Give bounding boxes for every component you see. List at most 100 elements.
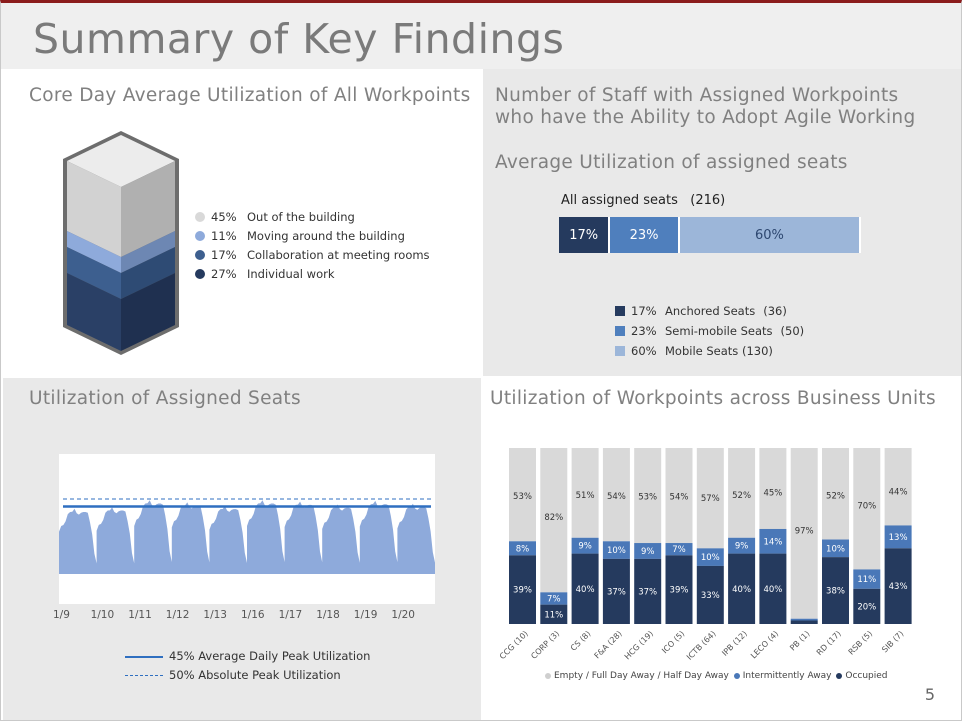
page-number: 5 [924, 685, 935, 704]
bar-segment-occupied [790, 620, 818, 624]
core-day-title: Core Day Average Utilization of All Work… [29, 85, 471, 106]
bar-segment-occupied [853, 588, 881, 624]
staff-legend-item: 23% Semi-mobile Seats (50) [615, 324, 804, 338]
legend-abs-peak-text: 50% Absolute Peak Utilization [169, 668, 341, 682]
bar-segment-occupied [509, 555, 536, 624]
solid-line-swatch [125, 655, 163, 658]
occupied-value-label: 43% [889, 582, 908, 592]
bar-segment-intermittent [571, 537, 599, 554]
legend-abs-peak: 50% Absolute Peak Utilization [125, 668, 341, 682]
empty-value-label: 52% [732, 491, 751, 501]
intermittent-value-label: 7% [547, 594, 561, 604]
bar-segment-occupied [884, 548, 912, 624]
bar-segment-empty [884, 448, 912, 526]
title-bar: Summary of Key Findings [1, 3, 961, 69]
page-title: Summary of Key Findings [33, 15, 565, 63]
category-label: CCG (10) [498, 629, 530, 661]
assigned-seats-stacked-bar: 17% 23% 60% [559, 217, 861, 253]
staff-legend-count: (36) [763, 304, 787, 318]
core-legend-item: 11% Moving around the building [195, 229, 405, 243]
bar-segment-intermittent [759, 528, 787, 554]
assigned-util-title: Utilization of Assigned Seats [29, 388, 301, 409]
intermittent-value-label: 10% [826, 544, 845, 554]
staff-title-line1: Number of Staff with Assigned Workpoints [495, 85, 899, 106]
occupied-value-label: 39% [513, 586, 532, 596]
empty-value-label: 52% [826, 492, 845, 502]
bar-segment-intermittent [790, 618, 818, 621]
staff-legend-label: Anchored Seats [665, 304, 756, 318]
staff-legend-pct: 17% [631, 304, 657, 318]
panel-core-day: Core Day Average Utilization of All Work… [3, 69, 481, 376]
bar-segment-empty [571, 448, 599, 538]
bar-segment-intermittent [602, 541, 630, 559]
empty-value-label: 70% [857, 502, 876, 512]
category-label: HCG (19) [623, 629, 655, 661]
occupied-value-label: 40% [732, 585, 751, 595]
core-legend-item: 27% Individual work [195, 267, 335, 281]
x-tick-label: 1/10 [90, 609, 115, 621]
category-label: ICO (5) [660, 629, 686, 655]
legend-square-icon [615, 326, 625, 336]
bar-segment-intermittent [509, 541, 536, 556]
bar-segment-occupied [602, 558, 630, 624]
intermittent-value-label: 13% [889, 533, 908, 543]
empty-value-label: 44% [889, 488, 908, 498]
x-tick-label: 1/17 [278, 609, 303, 621]
occupied-value-label: 37% [638, 587, 657, 597]
empty-value-label: 45% [763, 489, 782, 499]
occupied-value-label: 11% [544, 610, 563, 620]
stack-bar-total: (216) [690, 193, 726, 208]
bar-segment-intermittent [540, 592, 568, 605]
occupied-value-label: 40% [576, 585, 595, 595]
occupied-value-label: 38% [826, 587, 845, 597]
category-label: RD (17) [815, 629, 843, 657]
category-label: IPB (12) [720, 629, 749, 658]
category-label: F&A (28) [593, 629, 624, 660]
panel-assigned-util: Utilization of Assigned Seats 1/9 1/10 1/1… [3, 378, 481, 720]
legend-dot-icon [195, 250, 205, 260]
bar-segment-empty [602, 448, 630, 542]
bar-segment-occupied [665, 555, 693, 624]
cube-out-of-building-left [67, 161, 121, 257]
business-units-title: Utilization of Workpoints across Busines… [490, 388, 936, 409]
empty-value-label: 54% [607, 492, 626, 502]
core-legend-label: Out of the building [247, 210, 355, 224]
staff-legend-item: 60% Mobile Seats (130) [615, 344, 773, 358]
staff-legend-pct: 60% [631, 344, 657, 358]
core-legend-pct: 17% [211, 248, 237, 262]
core-legend-pct: 11% [211, 229, 237, 243]
stack-bar-label: All assigned seats (216) [561, 193, 725, 208]
bar-segment-empty [634, 448, 662, 544]
x-tick-label: 1/18 [316, 609, 340, 621]
core-legend-label: Collaboration at meeting rooms [247, 248, 430, 262]
bar-segment-empty [509, 448, 536, 542]
staff-subtitle: Average Utilization of assigned seats [495, 152, 848, 173]
occupied-value-label: 37% [607, 587, 626, 597]
occupied-value-label: 40% [763, 585, 782, 595]
staff-legend-label: Mobile Seats (130) [665, 344, 773, 358]
bar-segment-occupied [822, 557, 849, 624]
category-label: RSB (5) [847, 629, 875, 657]
empty-value-label: 82% [544, 513, 563, 523]
dashed-line-swatch [125, 675, 163, 676]
cube-out-of-building-right [121, 161, 175, 257]
category-label: LECO (4) [749, 629, 780, 660]
cube-collaboration-right [121, 247, 175, 299]
bar-segment-empty [696, 448, 724, 549]
bar-segment-intermittent [728, 537, 756, 554]
x-tick-label: 1/20 [391, 609, 415, 621]
bar-segment-occupied [728, 553, 756, 624]
core-legend-item: 45% Out of the building [195, 210, 355, 224]
bu-legend-intermittent: Intermittently Away [742, 671, 832, 681]
legend-dot-icon [195, 231, 205, 241]
core-legend-label: Individual work [247, 267, 335, 281]
x-tick-label: 1/16 [241, 609, 265, 621]
cube-moving-right [121, 231, 175, 273]
bar-segment-intermittent [665, 543, 693, 556]
bu-legend: Empty / Full Day Away / Half Day Away In… [545, 671, 888, 681]
intermittent-value-label: 14% [763, 537, 782, 547]
bar-segment-empty [665, 448, 693, 544]
core-legend-item: 17% Collaboration at meeting rooms [195, 248, 430, 262]
intermittent-value-label: 10% [607, 546, 626, 556]
bu-legend-empty-dot [545, 673, 551, 679]
